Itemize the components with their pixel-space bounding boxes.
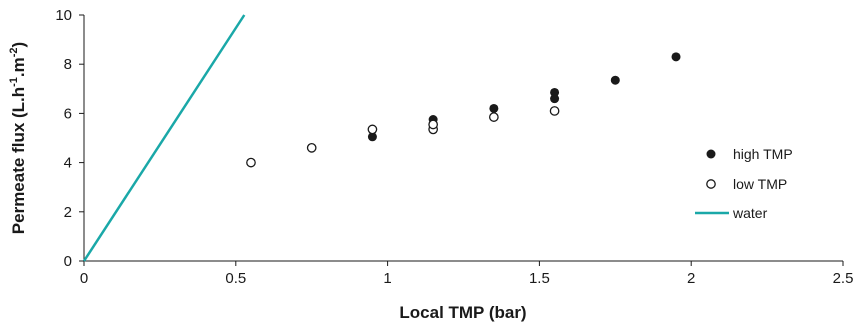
series-line-water bbox=[82, 14, 246, 262]
data-point-low-tmp bbox=[549, 106, 560, 116]
legend-marker-high-tmp bbox=[706, 149, 716, 159]
legend-label-low-tmp: low TMP bbox=[733, 176, 787, 192]
x-tick-label: 0 bbox=[80, 270, 88, 287]
legend-label-water: water bbox=[732, 205, 768, 221]
x-tick-label: 2.5 bbox=[833, 270, 854, 287]
series-points bbox=[246, 52, 681, 168]
y-tick-label: 8 bbox=[64, 56, 72, 73]
data-point-low-tmp bbox=[367, 124, 378, 135]
data-point-low-tmp bbox=[489, 112, 499, 122]
y-tick-label: 4 bbox=[64, 155, 72, 172]
data-point-high-tmp bbox=[550, 94, 560, 104]
y-tick-label: 2 bbox=[64, 204, 72, 221]
x-tick-label: 2 bbox=[687, 270, 695, 287]
legend-marker-low-tmp bbox=[706, 179, 716, 189]
x-tick-label: 1.5 bbox=[529, 270, 550, 287]
data-point-low-tmp bbox=[306, 142, 317, 153]
y-axis-title: Permeate flux (L.h-1.m-2) bbox=[8, 42, 28, 234]
y-tick-label: 10 bbox=[55, 7, 72, 24]
legend: high TMP low TMP water bbox=[695, 146, 793, 221]
data-point-high-tmp bbox=[671, 52, 681, 62]
x-axis-title: Local TMP (bar) bbox=[399, 303, 526, 322]
legend-label-high-tmp: high TMP bbox=[733, 146, 793, 162]
data-point-high-tmp bbox=[550, 87, 560, 97]
data-point-low-tmp bbox=[428, 119, 438, 130]
y-ticks: 0 2 4 6 8 10 bbox=[55, 7, 84, 270]
x-tick-label: 1 bbox=[383, 270, 391, 287]
x-ticks: 0 0.5 1 1.5 2 2.5 bbox=[80, 261, 854, 287]
data-point-high-tmp bbox=[489, 103, 499, 113]
series-lines bbox=[82, 14, 246, 262]
y-tick-label: 6 bbox=[64, 105, 72, 122]
y-tick-label: 0 bbox=[64, 253, 72, 270]
data-point-high-tmp bbox=[610, 75, 620, 85]
data-point-high-tmp bbox=[367, 132, 377, 142]
x-tick-label: 0.5 bbox=[225, 270, 246, 287]
data-point-low-tmp bbox=[246, 157, 256, 168]
